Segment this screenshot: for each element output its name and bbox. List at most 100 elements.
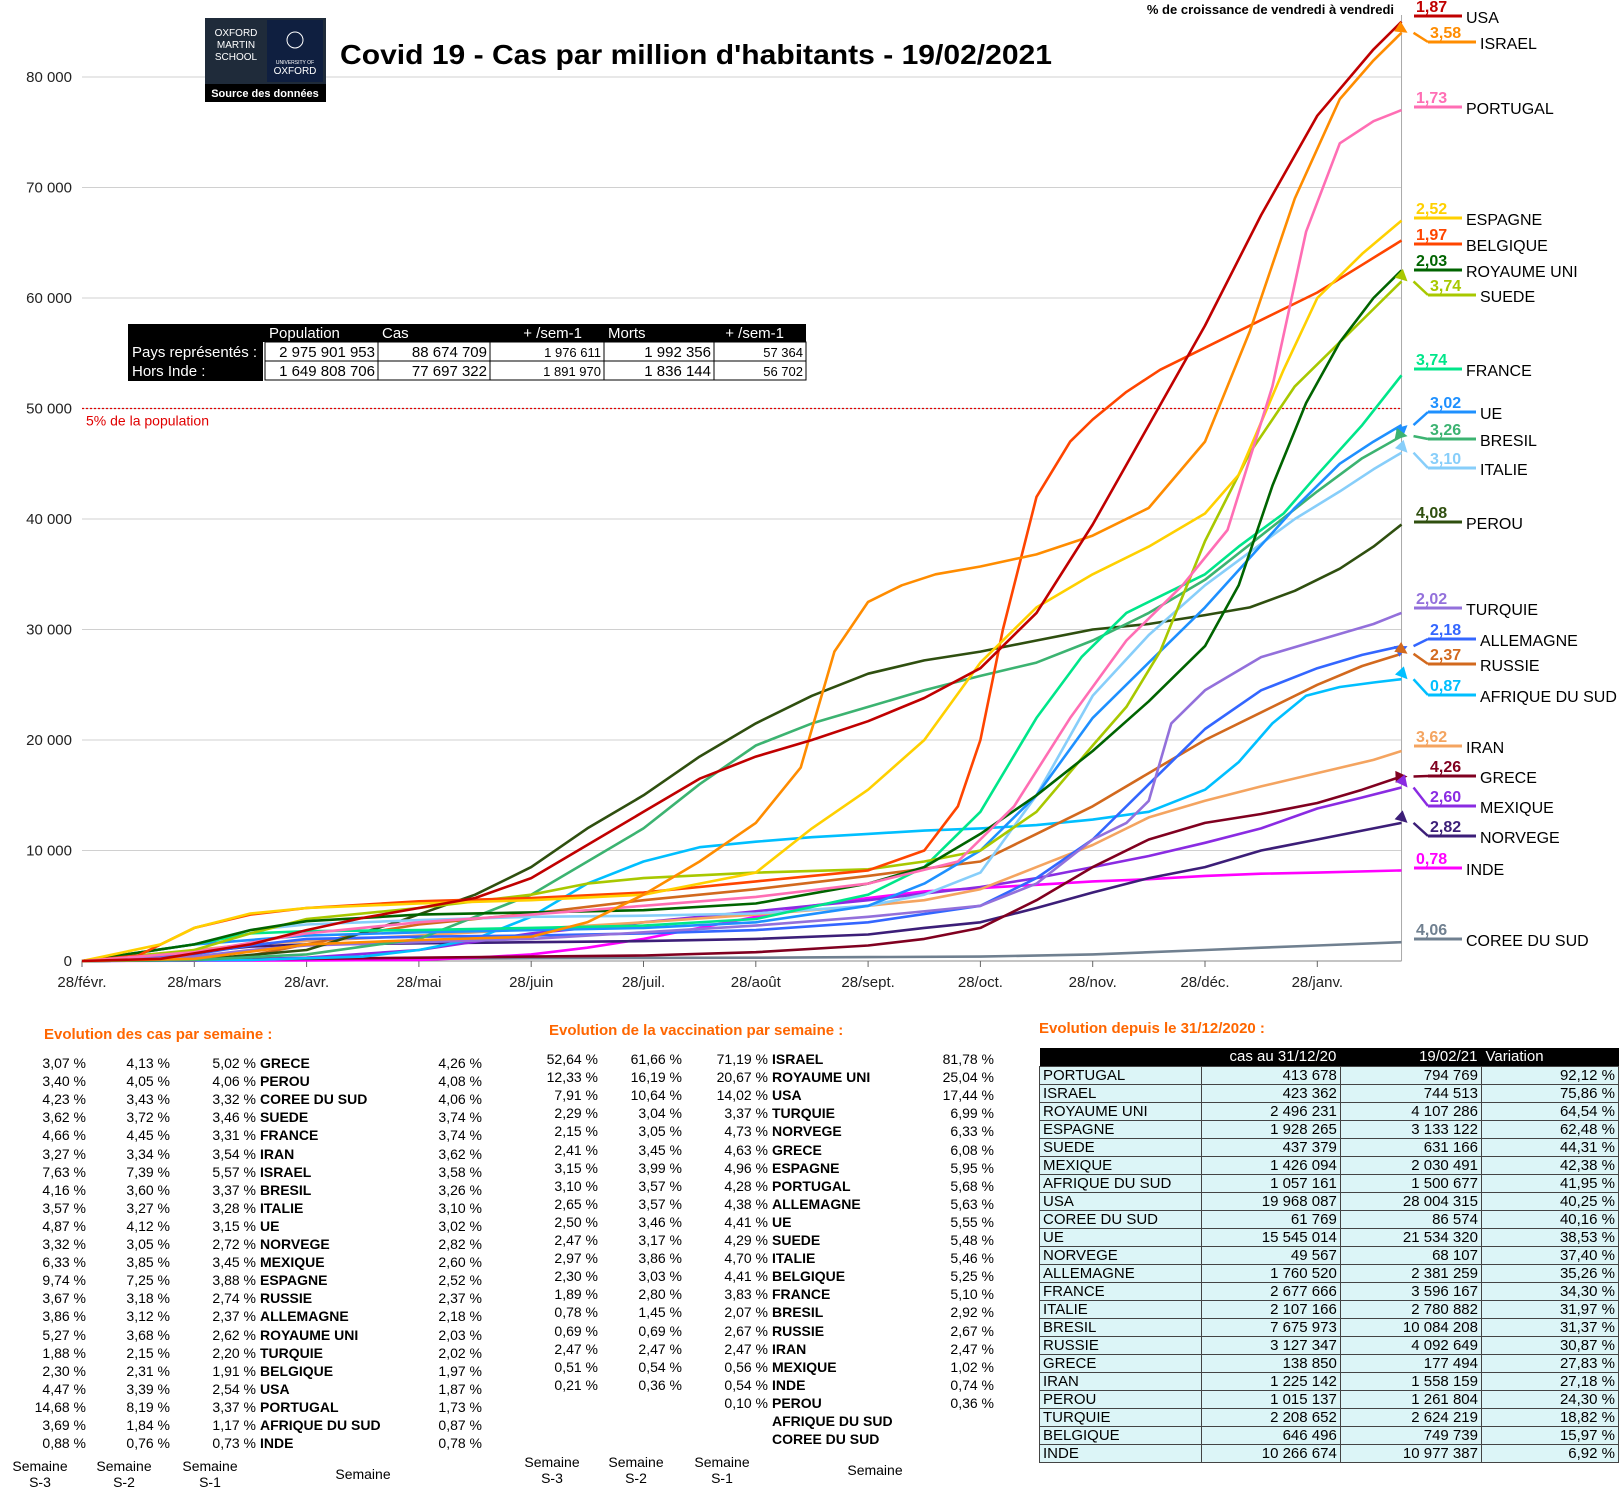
series-arrow-line <box>1412 652 1429 666</box>
series-label: FRANCE <box>1466 363 1532 380</box>
evolution-value: 1 760 520 <box>1200 1264 1341 1283</box>
week-s2-value: 3,27 % <box>126 1199 170 1216</box>
week-s1-value: 5,57 % <box>212 1163 256 1180</box>
series-arrow-line <box>1413 434 1429 441</box>
week-column-footer: Semaine S-1 <box>182 1458 238 1491</box>
week-s2-value: 2,31 % <box>126 1362 170 1379</box>
series-line-israel <box>81 31 1403 963</box>
series-growth: 2,02 <box>1416 591 1447 608</box>
series-growth: 3,62 <box>1416 729 1447 746</box>
evolution-value: 1 015 137 <box>1200 1390 1341 1409</box>
country-name: FRANCE <box>772 1286 831 1303</box>
week-s1-value: 2,67 % <box>724 1322 768 1339</box>
source-label: Source des données <box>211 88 319 100</box>
week-s3-value: 6,33 % <box>42 1254 86 1271</box>
oxford-crest-icon <box>286 31 304 49</box>
week-s2-value: 3,46 % <box>638 1213 682 1230</box>
current-week-value: 0,87 % <box>438 1417 482 1433</box>
x-tick-label: 28/août <box>731 974 782 991</box>
week-s1-value: 14,02 % <box>716 1087 768 1104</box>
evolution-value: 1 225 142 <box>1200 1372 1341 1391</box>
series-growth: 4,06 <box>1416 922 1447 939</box>
evolution-value: 631 166 <box>1339 1138 1482 1157</box>
current-week-value: 5,95 % <box>950 1159 994 1176</box>
week-s3-value: 52,64 % <box>546 1051 598 1067</box>
summary-table-rowhead: Pays représentés : <box>132 344 257 361</box>
country-name: NORVEGE <box>772 1123 842 1140</box>
week-s2-value: 4,05 % <box>126 1073 170 1090</box>
summary-table-value: 1 836 144 <box>644 363 711 380</box>
y-tick-label: 40 000 <box>26 511 72 528</box>
x-tick-label: 28/janv. <box>1292 974 1343 991</box>
week-s2-value: 3,12 % <box>126 1308 170 1325</box>
evolution-header-cell: cas au 31/12/20 <box>1201 1048 1341 1067</box>
week-s3-value: 0,21 % <box>554 1376 598 1393</box>
x-tick-label: 28/févr. <box>57 974 106 991</box>
week-s1-value: 3,37 % <box>724 1105 768 1122</box>
series-label: NORVEGE <box>1480 830 1560 847</box>
week-s3-value: 2,30 % <box>554 1268 598 1285</box>
current-week-value: 4,26 % <box>438 1055 482 1071</box>
evolution-value: 40,25 % <box>1480 1192 1619 1211</box>
week-s3-value: 12,33 % <box>546 1069 598 1086</box>
week-s2-value: 3,03 % <box>638 1268 682 1285</box>
current-week-value: 2,47 % <box>950 1340 994 1357</box>
week-s3-value: 3,32 % <box>42 1236 86 1252</box>
week-s1-value: 3,28 % <box>212 1199 256 1216</box>
week-s3-value: 3,07 % <box>42 1055 86 1071</box>
series-growth: 1,73 <box>1416 90 1447 107</box>
country-name: IRAN <box>260 1145 295 1162</box>
current-week-value: 5,55 % <box>950 1213 994 1230</box>
current-week-value: 2,37 % <box>438 1290 482 1307</box>
summary-table-value: 77 697 322 <box>412 363 487 380</box>
week-s1-value: 1,17 % <box>212 1417 256 1433</box>
y-tick-label: 10 000 <box>26 843 72 860</box>
evolution-value: 138 850 <box>1200 1354 1341 1373</box>
series-growth: 4,08 <box>1416 505 1447 522</box>
current-week-value: 5,10 % <box>950 1286 994 1303</box>
country-name: TURQUIE <box>1039 1408 1202 1427</box>
series-growth: 3,74 <box>1430 278 1461 295</box>
week-s2-value: 3,99 % <box>638 1159 682 1176</box>
week-column-footer: Semaine S-1 <box>694 1454 750 1487</box>
summary-table-value: 57 364 <box>763 345 803 360</box>
week-s2-value: 2,47 % <box>638 1340 682 1357</box>
evolution-value: 2 496 231 <box>1200 1102 1341 1121</box>
summary-table-value: 1 891 970 <box>543 364 601 379</box>
evolution-value: 1 558 159 <box>1339 1372 1482 1391</box>
country-name: GRECE <box>1039 1354 1202 1373</box>
week-s1-value: 3,37 % <box>212 1181 256 1198</box>
evolution-value: 86 574 <box>1339 1210 1482 1229</box>
week-s1-value: 20,67 % <box>716 1069 768 1086</box>
summary-table-value: 1 976 611 <box>544 345 601 360</box>
series-label: USA <box>1466 10 1499 27</box>
series-line-turquie <box>81 611 1402 963</box>
series-growth: 3,26 <box>1430 422 1461 439</box>
series-label: ITALIE <box>1480 462 1528 479</box>
country-name: ALLEMAGNE <box>260 1308 349 1325</box>
x-tick-label: 28/avr. <box>284 974 329 991</box>
country-name: USA <box>260 1380 290 1397</box>
week-s1-value: 2,20 % <box>212 1344 256 1361</box>
table-row: USA 19 968 087 28 004 315 40,25 % <box>1039 1192 1619 1211</box>
evolution-value: 1 261 804 <box>1339 1390 1482 1409</box>
evolution-value: 1 928 265 <box>1200 1120 1341 1139</box>
series-label: ISRAEL <box>1480 36 1537 53</box>
series-label: AFRIQUE DU SUD <box>1480 689 1617 706</box>
week-s2-value: 0,54 % <box>638 1358 682 1375</box>
summary-table-header: + /sem-1 <box>725 325 784 342</box>
week-s2-value: 7,39 % <box>126 1163 170 1180</box>
week-s3-value: 2,41 % <box>554 1141 598 1158</box>
evolution-value: 2 107 166 <box>1200 1300 1341 1319</box>
evolution-value: 15,97 % <box>1480 1426 1619 1445</box>
evolution-since-table: cas au 31/12/20 19/02/21 Variation PORTUGAL… <box>1039 1048 1619 1463</box>
week-s3-value: 0,88 % <box>42 1435 86 1452</box>
current-week-value: 3,58 % <box>438 1163 482 1180</box>
week-s1-value: 4,70 % <box>724 1250 768 1267</box>
country-name: TURQUIE <box>772 1105 835 1122</box>
series-arrow-line <box>1412 637 1429 648</box>
week-s2-value: 2,80 % <box>638 1286 682 1303</box>
cases-weekly-table: 3,07 % 4,13 % 5,02 % GRECE 4,26 % 3,40 % 4,05 … <box>12 1054 482 1490</box>
evolution-header-cell <box>1039 1048 1202 1067</box>
week-s1-value: 3,83 % <box>724 1286 768 1303</box>
